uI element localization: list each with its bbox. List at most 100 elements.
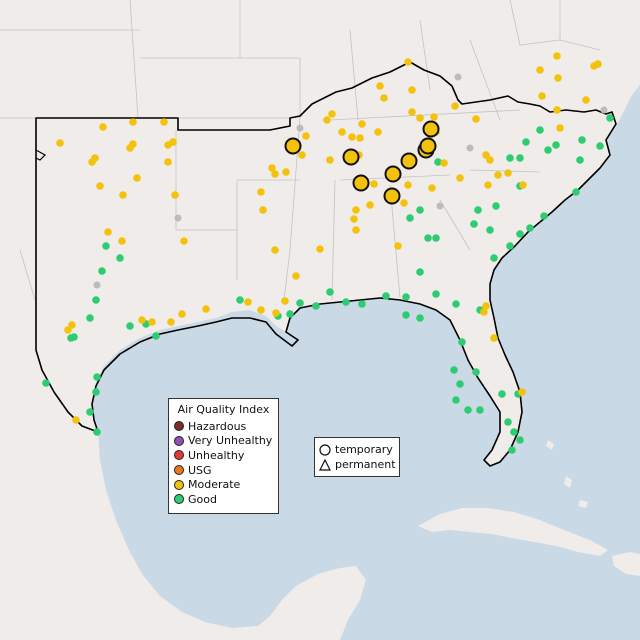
moderate-site[interactable] bbox=[171, 191, 179, 199]
good-site[interactable] bbox=[464, 406, 472, 414]
good-site[interactable] bbox=[424, 234, 432, 242]
moderate-site[interactable] bbox=[268, 164, 276, 172]
good-site[interactable] bbox=[544, 146, 552, 154]
moderate-site[interactable] bbox=[428, 184, 436, 192]
moderate-site[interactable] bbox=[594, 60, 602, 68]
moderate-site[interactable] bbox=[257, 188, 265, 196]
good-site[interactable] bbox=[152, 332, 160, 340]
moderate-site[interactable] bbox=[148, 318, 156, 326]
moderate-site[interactable] bbox=[316, 245, 324, 253]
moderate-site[interactable] bbox=[380, 94, 388, 102]
good-site[interactable] bbox=[102, 242, 110, 250]
moderate-site[interactable] bbox=[482, 302, 490, 310]
moderate-site[interactable] bbox=[536, 66, 544, 74]
good-site[interactable] bbox=[402, 293, 410, 301]
moderate-site[interactable] bbox=[282, 168, 290, 176]
good-site[interactable] bbox=[92, 296, 100, 304]
no-data-site[interactable] bbox=[454, 73, 462, 81]
moderate-site[interactable] bbox=[404, 181, 412, 189]
temporary-moderate-site[interactable] bbox=[400, 152, 418, 170]
moderate-site[interactable] bbox=[582, 96, 590, 104]
good-site[interactable] bbox=[93, 373, 101, 381]
moderate-site[interactable] bbox=[374, 128, 382, 136]
good-site[interactable] bbox=[470, 220, 478, 228]
moderate-site[interactable] bbox=[99, 123, 107, 131]
no-data-site[interactable] bbox=[93, 281, 101, 289]
good-site[interactable] bbox=[98, 267, 106, 275]
moderate-site[interactable] bbox=[169, 138, 177, 146]
good-site[interactable] bbox=[474, 206, 482, 214]
moderate-site[interactable] bbox=[504, 169, 512, 177]
good-site[interactable] bbox=[236, 296, 244, 304]
good-site[interactable] bbox=[456, 380, 464, 388]
moderate-site[interactable] bbox=[72, 416, 80, 424]
good-site[interactable] bbox=[506, 242, 514, 250]
moderate-site[interactable] bbox=[104, 228, 112, 236]
temporary-moderate-site[interactable] bbox=[284, 137, 302, 155]
moderate-site[interactable] bbox=[129, 140, 137, 148]
moderate-site[interactable] bbox=[133, 174, 141, 182]
good-site[interactable] bbox=[540, 212, 548, 220]
good-site[interactable] bbox=[516, 154, 524, 162]
moderate-site[interactable] bbox=[472, 115, 480, 123]
moderate-site[interactable] bbox=[494, 171, 502, 179]
good-site[interactable] bbox=[452, 396, 460, 404]
good-site[interactable] bbox=[358, 300, 366, 308]
moderate-site[interactable] bbox=[484, 181, 492, 189]
moderate-site[interactable] bbox=[553, 52, 561, 60]
moderate-site[interactable] bbox=[259, 206, 267, 214]
temporary-moderate-site[interactable] bbox=[352, 174, 370, 192]
moderate-site[interactable] bbox=[129, 118, 137, 126]
moderate-site[interactable] bbox=[167, 318, 175, 326]
moderate-site[interactable] bbox=[366, 201, 374, 209]
good-site[interactable] bbox=[536, 126, 544, 134]
moderate-site[interactable] bbox=[350, 215, 358, 223]
good-site[interactable] bbox=[126, 322, 134, 330]
moderate-site[interactable] bbox=[400, 199, 408, 207]
moderate-site[interactable] bbox=[538, 92, 546, 100]
good-site[interactable] bbox=[406, 214, 414, 222]
good-site[interactable] bbox=[86, 314, 94, 322]
moderate-site[interactable] bbox=[323, 116, 331, 124]
good-site[interactable] bbox=[296, 299, 304, 307]
moderate-site[interactable] bbox=[480, 308, 488, 316]
no-data-site[interactable] bbox=[174, 214, 182, 222]
good-site[interactable] bbox=[402, 311, 410, 319]
moderate-site[interactable] bbox=[118, 237, 126, 245]
good-site[interactable] bbox=[416, 206, 424, 214]
moderate-site[interactable] bbox=[302, 132, 310, 140]
moderate-site[interactable] bbox=[553, 106, 561, 114]
moderate-site[interactable] bbox=[352, 206, 360, 214]
moderate-site[interactable] bbox=[202, 305, 210, 313]
moderate-site[interactable] bbox=[298, 151, 306, 159]
good-site[interactable] bbox=[416, 268, 424, 276]
good-site[interactable] bbox=[498, 390, 506, 398]
temporary-moderate-site[interactable] bbox=[342, 148, 360, 166]
good-site[interactable] bbox=[70, 333, 78, 341]
temporary-moderate-site[interactable] bbox=[384, 165, 402, 183]
moderate-site[interactable] bbox=[518, 388, 526, 396]
moderate-site[interactable] bbox=[178, 310, 186, 318]
good-site[interactable] bbox=[596, 142, 604, 150]
good-site[interactable] bbox=[516, 230, 524, 238]
moderate-site[interactable] bbox=[451, 102, 459, 110]
moderate-site[interactable] bbox=[519, 181, 527, 189]
moderate-site[interactable] bbox=[356, 134, 364, 142]
good-site[interactable] bbox=[42, 379, 50, 387]
moderate-site[interactable] bbox=[394, 242, 402, 250]
good-site[interactable] bbox=[490, 254, 498, 262]
moderate-site[interactable] bbox=[554, 74, 562, 82]
good-site[interactable] bbox=[552, 141, 560, 149]
moderate-site[interactable] bbox=[64, 326, 72, 334]
good-site[interactable] bbox=[526, 224, 534, 232]
good-site[interactable] bbox=[312, 302, 320, 310]
good-site[interactable] bbox=[516, 436, 524, 444]
good-site[interactable] bbox=[434, 158, 442, 166]
good-site[interactable] bbox=[506, 154, 514, 162]
moderate-site[interactable] bbox=[456, 174, 464, 182]
moderate-site[interactable] bbox=[326, 156, 334, 164]
moderate-site[interactable] bbox=[257, 306, 265, 314]
good-site[interactable] bbox=[606, 114, 614, 122]
good-site[interactable] bbox=[522, 138, 530, 146]
good-site[interactable] bbox=[286, 310, 294, 318]
